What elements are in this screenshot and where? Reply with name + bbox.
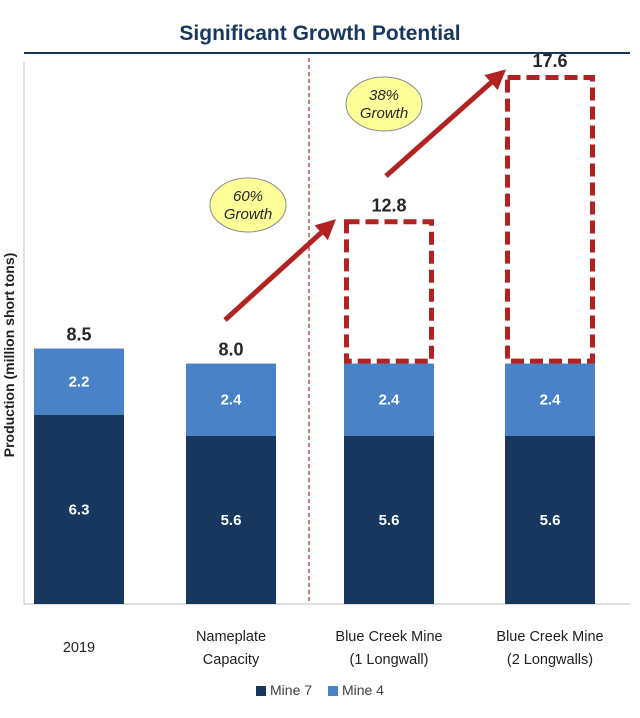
growth-callout-oval (345, 76, 423, 132)
bar-segment-mine-7-2 (344, 435, 434, 604)
segment-value-label: 6.3 (69, 501, 90, 518)
bar-segment-mine-4-3 (505, 363, 595, 436)
segment-value-label: 2.4 (221, 392, 243, 409)
bar-growth-potential-2 (344, 219, 434, 364)
legend-swatch-mine-4 (327, 686, 338, 697)
segment-value-label: 2.4 (540, 392, 562, 409)
bar-segment-mine-4-2 (344, 363, 434, 436)
category-label: Nameplate Capacity (196, 629, 266, 668)
bar-growth-potential-3 (505, 75, 595, 364)
total-value-label: 8.0 (218, 340, 243, 360)
total-value-label: 12.8 (371, 195, 406, 215)
segment-value-label: 4.8 (379, 283, 400, 300)
stacked-bar-chart: Production (million short tons) 6.3 2.2 8.5… (1, 51, 630, 668)
category-label: Blue Creek Mine (2 Longwalls) (496, 629, 603, 668)
bar-segment-mine-7-1 (186, 435, 276, 604)
growth-arrow (384, 69, 506, 178)
y-axis-label: Production (million short tons) (1, 253, 17, 458)
growth-callout-oval (209, 177, 287, 233)
category-label: 2019 (63, 640, 95, 656)
total-value-label: 8.5 (66, 325, 91, 345)
total-value-label: 17.6 (532, 51, 567, 71)
segment-value-label: 5.6 (540, 512, 561, 529)
bar-segment-mine-4-0 (34, 348, 124, 415)
bar-segment-mine-7-3 (505, 435, 595, 604)
chart-title: Significant Growth Potential (179, 22, 461, 45)
legend-item-mine-7: Mine 7 (256, 682, 312, 698)
segment-value-label: 9.6 (540, 211, 561, 228)
legend-item-mine-4: Mine 4 (327, 682, 384, 698)
growth-arrow (223, 219, 336, 322)
bar-segment-mine-7-0 (34, 414, 124, 604)
segment-value-label: 5.6 (379, 512, 400, 529)
legend-swatch-mine-7 (256, 686, 267, 697)
growth-callout-label: 60% Growth (224, 188, 272, 223)
segment-value-label: 2.2 (69, 374, 90, 391)
growth-callout-label: 38% Growth (360, 87, 408, 122)
category-label: Blue Creek Mine (1 Longwall) (335, 629, 442, 668)
legend-label-mine-4: Mine 4 (341, 682, 384, 698)
legend: Mine 7 Mine 4 (0, 682, 640, 698)
legend-label-mine-7: Mine 7 (270, 682, 313, 698)
title-underline (24, 52, 630, 54)
segment-value-label: 5.6 (221, 512, 242, 529)
segment-value-label: 2.4 (379, 392, 401, 409)
bar-segment-mine-4-1 (186, 363, 276, 436)
